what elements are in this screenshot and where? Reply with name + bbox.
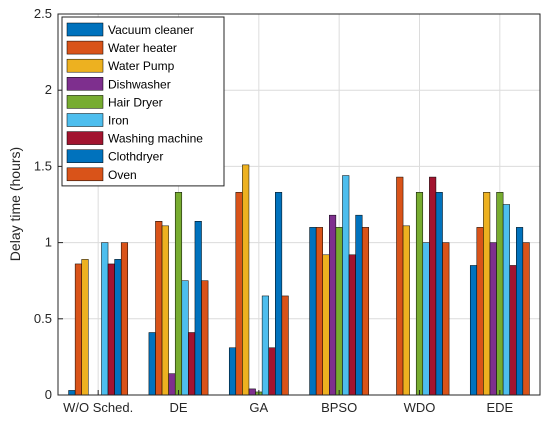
legend-swatch [66, 131, 104, 145]
bar [322, 254, 330, 396]
bar [355, 214, 363, 396]
bar [275, 192, 283, 396]
bar [489, 242, 497, 396]
bar [161, 225, 169, 396]
legend-label: Oven [108, 168, 137, 182]
bar [509, 265, 517, 396]
bar [469, 265, 478, 396]
bar [201, 280, 209, 396]
y-axis-title: Delay time (hours) [7, 147, 23, 261]
bar [188, 332, 196, 396]
bar [248, 388, 256, 396]
legend-label: Hair Dryer [108, 95, 163, 109]
bar [476, 227, 484, 396]
legend-swatch [66, 58, 104, 73]
y-tick-label: 1.5 [34, 158, 52, 173]
legend-swatch [66, 167, 104, 182]
bar [194, 221, 202, 396]
x-tick-label: GA [249, 400, 268, 415]
legend-swatch [66, 22, 104, 37]
bar [242, 164, 250, 396]
bar [496, 192, 504, 396]
legend-label: Washing machine [108, 132, 203, 146]
legend-swatch [66, 77, 104, 91]
bar [429, 176, 437, 396]
legend-swatch [66, 113, 104, 127]
bar [422, 242, 430, 396]
bar [114, 259, 122, 396]
bar [516, 227, 524, 396]
y-tick-label: 2.5 [34, 6, 52, 21]
bar [402, 225, 410, 396]
bar [396, 176, 404, 396]
bar [174, 192, 183, 396]
bar [68, 390, 76, 396]
legend-label: Clothdryer [108, 150, 163, 164]
bar [315, 227, 323, 396]
x-tick-label: EDE [486, 400, 513, 415]
y-tick-label: 0 [45, 387, 52, 402]
bar [522, 242, 530, 396]
bar [81, 259, 89, 396]
bar [329, 214, 337, 396]
bar [342, 175, 350, 396]
bar [101, 242, 109, 396]
bar [228, 347, 237, 396]
x-axis: W/O Sched. DE GA BPSO WDO EDE [63, 390, 514, 415]
bar [155, 221, 163, 396]
legend-swatch [66, 95, 104, 109]
legend-label: Water Pump [108, 59, 175, 73]
bar [74, 263, 82, 396]
legend-label: Vacuum cleaner [108, 23, 194, 37]
bar [261, 295, 269, 396]
bar [435, 192, 443, 396]
legend-swatch [66, 40, 104, 55]
bar [483, 192, 491, 396]
plot-frame [57, 13, 541, 396]
bar [107, 263, 115, 396]
x-tick-label: BPSO [321, 400, 357, 415]
bar [235, 192, 243, 396]
bar [168, 373, 176, 396]
legend-swatch [66, 149, 104, 163]
y-tick-label: 2 [45, 82, 52, 97]
legend-label: Iron [108, 114, 129, 128]
bar [361, 227, 370, 396]
bar [281, 295, 289, 396]
legend: Vacuum cleaner Water heater Water Pump Dish… [61, 16, 225, 187]
bar [348, 254, 356, 396]
bar [268, 347, 276, 396]
legend-label: Dishwasher [108, 77, 171, 91]
bar [148, 332, 156, 396]
y-tick-label: 1 [45, 235, 52, 250]
legend-label: Water heater [108, 41, 177, 55]
bar [181, 280, 189, 396]
y-axis: 0 0.5 1 1.5 2 2.5 [34, 6, 63, 402]
bar [309, 227, 317, 396]
x-tick-label: DE [169, 400, 187, 415]
bar [502, 204, 510, 396]
y-tick-label: 0.5 [34, 311, 52, 326]
bar [335, 227, 343, 396]
x-tick-label: WDO [404, 400, 436, 415]
bar [415, 192, 424, 396]
bar [120, 242, 129, 396]
bar [442, 242, 450, 396]
x-tick-label: W/O Sched. [63, 400, 133, 415]
